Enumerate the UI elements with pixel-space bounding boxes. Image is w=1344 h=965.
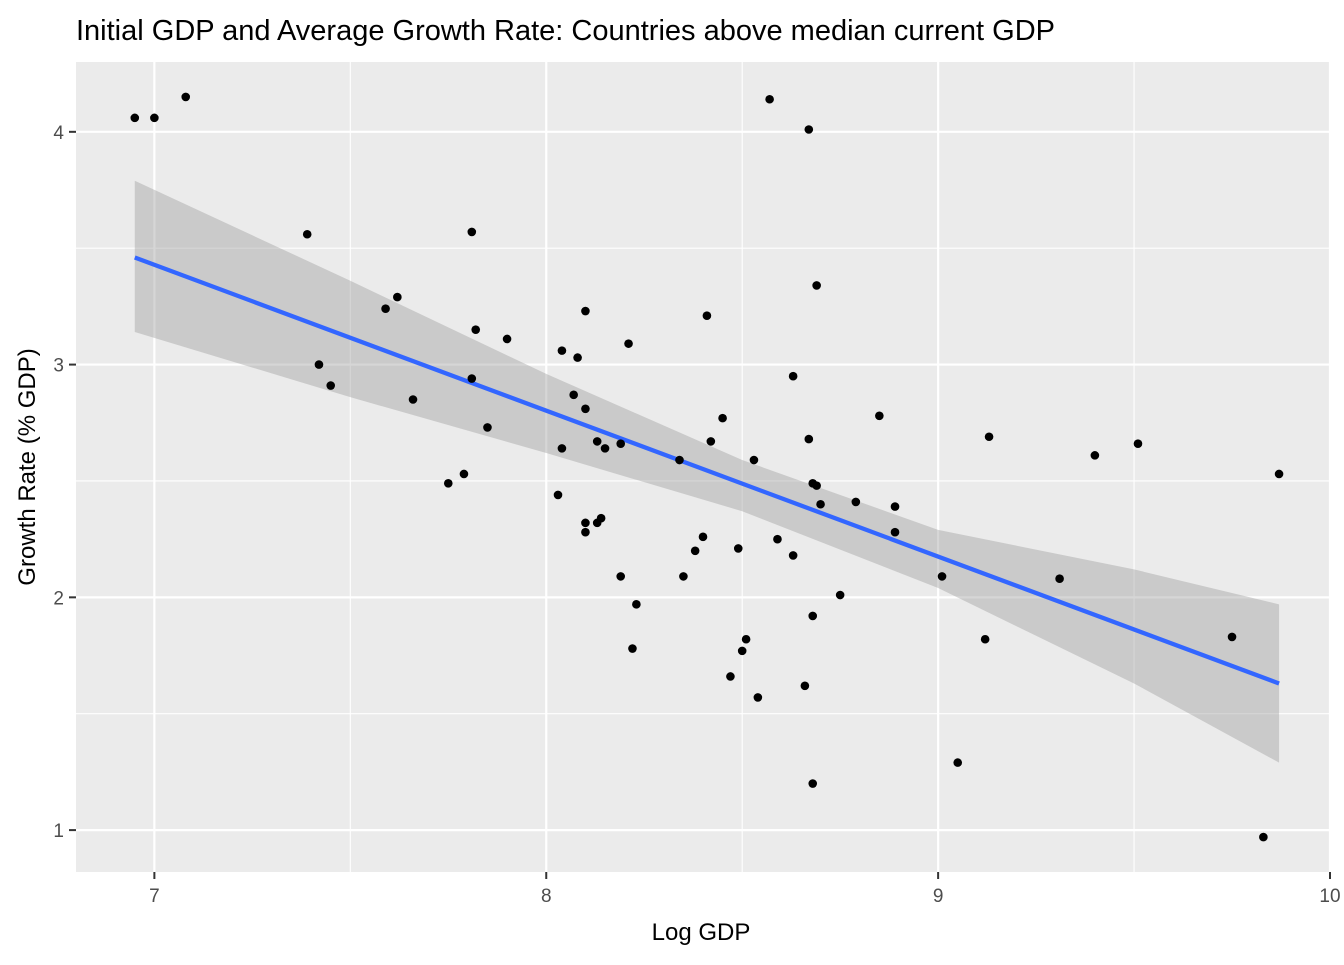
data-point — [581, 527, 590, 537]
data-point — [1055, 574, 1064, 584]
data-point — [937, 572, 947, 581]
data-point — [600, 444, 610, 453]
data-point — [381, 304, 390, 314]
data-point — [812, 481, 821, 490]
data-point — [808, 611, 818, 621]
data-point — [875, 411, 884, 421]
data-point — [616, 572, 626, 581]
data-point — [557, 444, 567, 453]
data-point — [181, 92, 191, 102]
data-point — [816, 499, 825, 509]
chart-title: Initial GDP and Average Growth Rate: Cou… — [76, 15, 1055, 47]
data-point — [557, 346, 567, 355]
y-axis-tick-label: 3 — [53, 356, 64, 377]
data-point — [812, 281, 821, 290]
data-point — [483, 423, 492, 432]
data-point — [628, 644, 637, 653]
data-point — [953, 758, 963, 767]
y-axis-tick-label: 1 — [53, 821, 64, 842]
data-point — [808, 779, 818, 788]
x-axis-tick-label: 9 — [933, 886, 944, 907]
fit-line-group — [134, 255, 1280, 686]
regression-line — [134, 255, 1280, 686]
y-axis-label: Growth Rate (% GDP) — [14, 348, 41, 585]
data-point — [800, 681, 810, 691]
data-point — [1090, 451, 1100, 460]
data-point — [773, 534, 782, 544]
data-point — [393, 292, 402, 302]
data-points — [130, 92, 1284, 842]
data-point — [1133, 439, 1143, 449]
data-point — [741, 634, 751, 644]
data-point — [467, 227, 477, 237]
data-point — [443, 478, 453, 488]
data-point — [408, 395, 418, 404]
data-point — [737, 646, 747, 656]
data-point — [616, 439, 626, 449]
x-axis-label: Log GDP — [652, 919, 751, 946]
x-axis-tick-label: 8 — [541, 886, 552, 907]
grid-lines — [76, 62, 1332, 872]
data-point — [314, 360, 324, 369]
data-point — [804, 125, 814, 134]
data-point — [596, 513, 606, 523]
x-axis-tick-label: 10 — [1319, 886, 1340, 907]
data-point — [749, 455, 759, 465]
data-point — [698, 532, 708, 542]
y-axis-tick-label: 2 — [53, 588, 64, 609]
data-point — [890, 502, 900, 511]
data-point — [581, 518, 590, 528]
data-point — [592, 437, 602, 446]
data-point — [675, 455, 684, 465]
data-point — [467, 374, 477, 383]
data-point — [581, 306, 590, 316]
y-axis-tick-label: 4 — [53, 123, 64, 144]
data-point — [624, 339, 633, 348]
data-point — [851, 497, 861, 507]
data-point — [1259, 832, 1268, 842]
data-point — [733, 544, 743, 553]
data-point — [150, 113, 159, 123]
data-point — [569, 390, 578, 400]
data-point — [788, 371, 798, 381]
data-point — [984, 432, 994, 442]
data-point — [753, 693, 763, 702]
data-point — [980, 634, 990, 644]
data-point — [326, 381, 336, 390]
data-point — [471, 325, 481, 334]
data-point — [1274, 469, 1284, 479]
data-point — [788, 551, 798, 560]
data-point — [726, 672, 735, 681]
data-point — [581, 404, 590, 414]
data-point — [690, 546, 700, 556]
data-point — [718, 413, 727, 423]
data-point — [302, 229, 312, 239]
data-point — [679, 572, 688, 581]
data-point — [835, 590, 845, 600]
data-point — [573, 353, 582, 362]
data-point — [804, 434, 814, 444]
data-point — [1227, 632, 1237, 642]
data-point — [765, 94, 774, 104]
data-point — [702, 311, 712, 321]
data-point — [890, 527, 900, 537]
data-point — [553, 490, 563, 500]
data-point — [130, 113, 140, 123]
x-axis-tick-label: 7 — [149, 886, 160, 907]
data-point — [706, 437, 716, 446]
data-point — [459, 469, 469, 479]
data-point — [632, 600, 641, 609]
data-point — [502, 334, 512, 344]
axes: 7 8 9 10 1 2 3 4 — [53, 123, 1340, 907]
